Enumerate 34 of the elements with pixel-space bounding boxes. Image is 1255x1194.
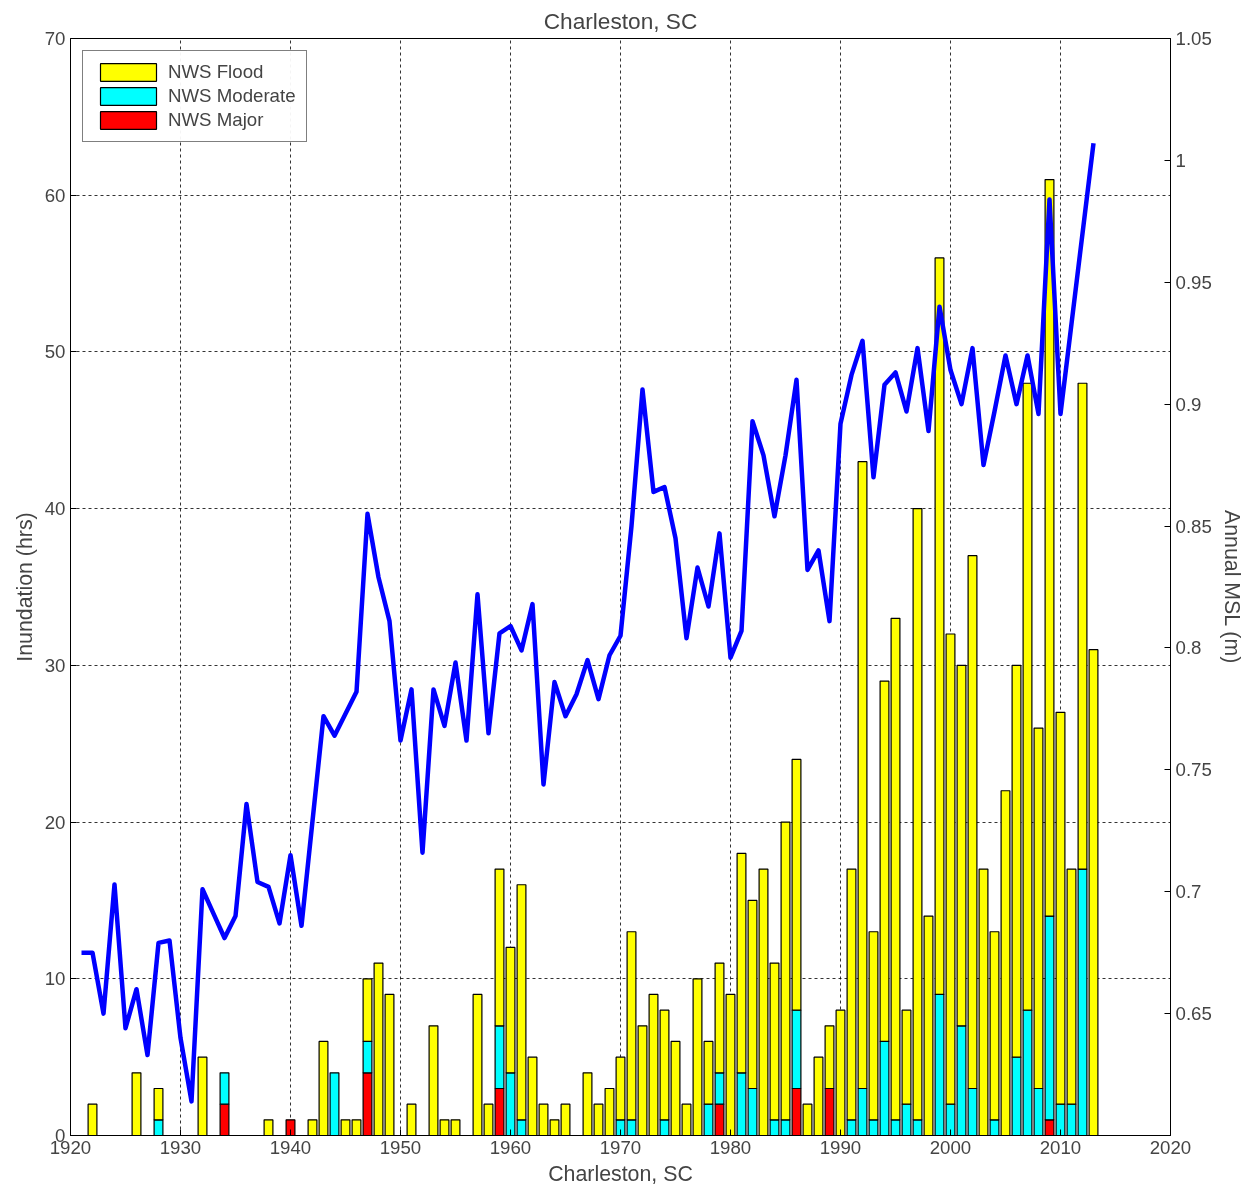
y2-tick-label: 1.05	[1175, 28, 1212, 49]
x-tick-label: 1990	[819, 1136, 862, 1158]
legend-label: NWS Major	[168, 109, 264, 131]
x-tick-label: 2010	[1039, 1136, 1082, 1158]
y2-tick-label: 0.75	[1175, 759, 1212, 781]
x-tick-label: 1940	[269, 1136, 312, 1158]
y2-tick-label: 0.9	[1175, 393, 1202, 415]
y2-tick-label: 0.95	[1175, 271, 1212, 293]
y-axis-title: Inundation (hrs)	[12, 512, 37, 662]
y2-axis-title: Annual MSL (m)	[1219, 509, 1244, 664]
legend-label: NWS Moderate	[168, 85, 296, 107]
x-tick-label: 1950	[379, 1136, 422, 1158]
y2-tick-label: 0.85	[1175, 515, 1212, 537]
y-tick-label: 40	[44, 498, 66, 520]
x-axis-title: Charleston, SC	[548, 1161, 693, 1186]
y-tick-label: 50	[44, 341, 66, 363]
y-tick-label: 60	[44, 184, 66, 206]
x-tick-label: 2000	[929, 1136, 972, 1158]
y-tick-label: 20	[44, 811, 66, 833]
chart-title: Charleston, SC	[543, 7, 698, 34]
x-tick-label: 2020	[1149, 1136, 1192, 1158]
line-series	[79, 141, 1096, 1104]
y2-tick-label: 0.8	[1175, 637, 1202, 659]
y-tick-label: 70	[44, 28, 66, 49]
x-tick-label: 1970	[599, 1136, 642, 1158]
x-tick-label: 1930	[159, 1136, 202, 1158]
y-tick-label: 30	[44, 654, 66, 676]
x-tick-label: 1980	[709, 1136, 752, 1158]
y2-tick-label: 0.65	[1175, 1003, 1212, 1025]
y-tick-label: 10	[44, 968, 66, 990]
x-tick-label: 1960	[489, 1136, 532, 1158]
legend-label: NWS Flood	[168, 61, 264, 83]
y2-tick-label: 0.7	[1175, 881, 1202, 903]
y2-tick-label: 1	[1175, 149, 1186, 171]
